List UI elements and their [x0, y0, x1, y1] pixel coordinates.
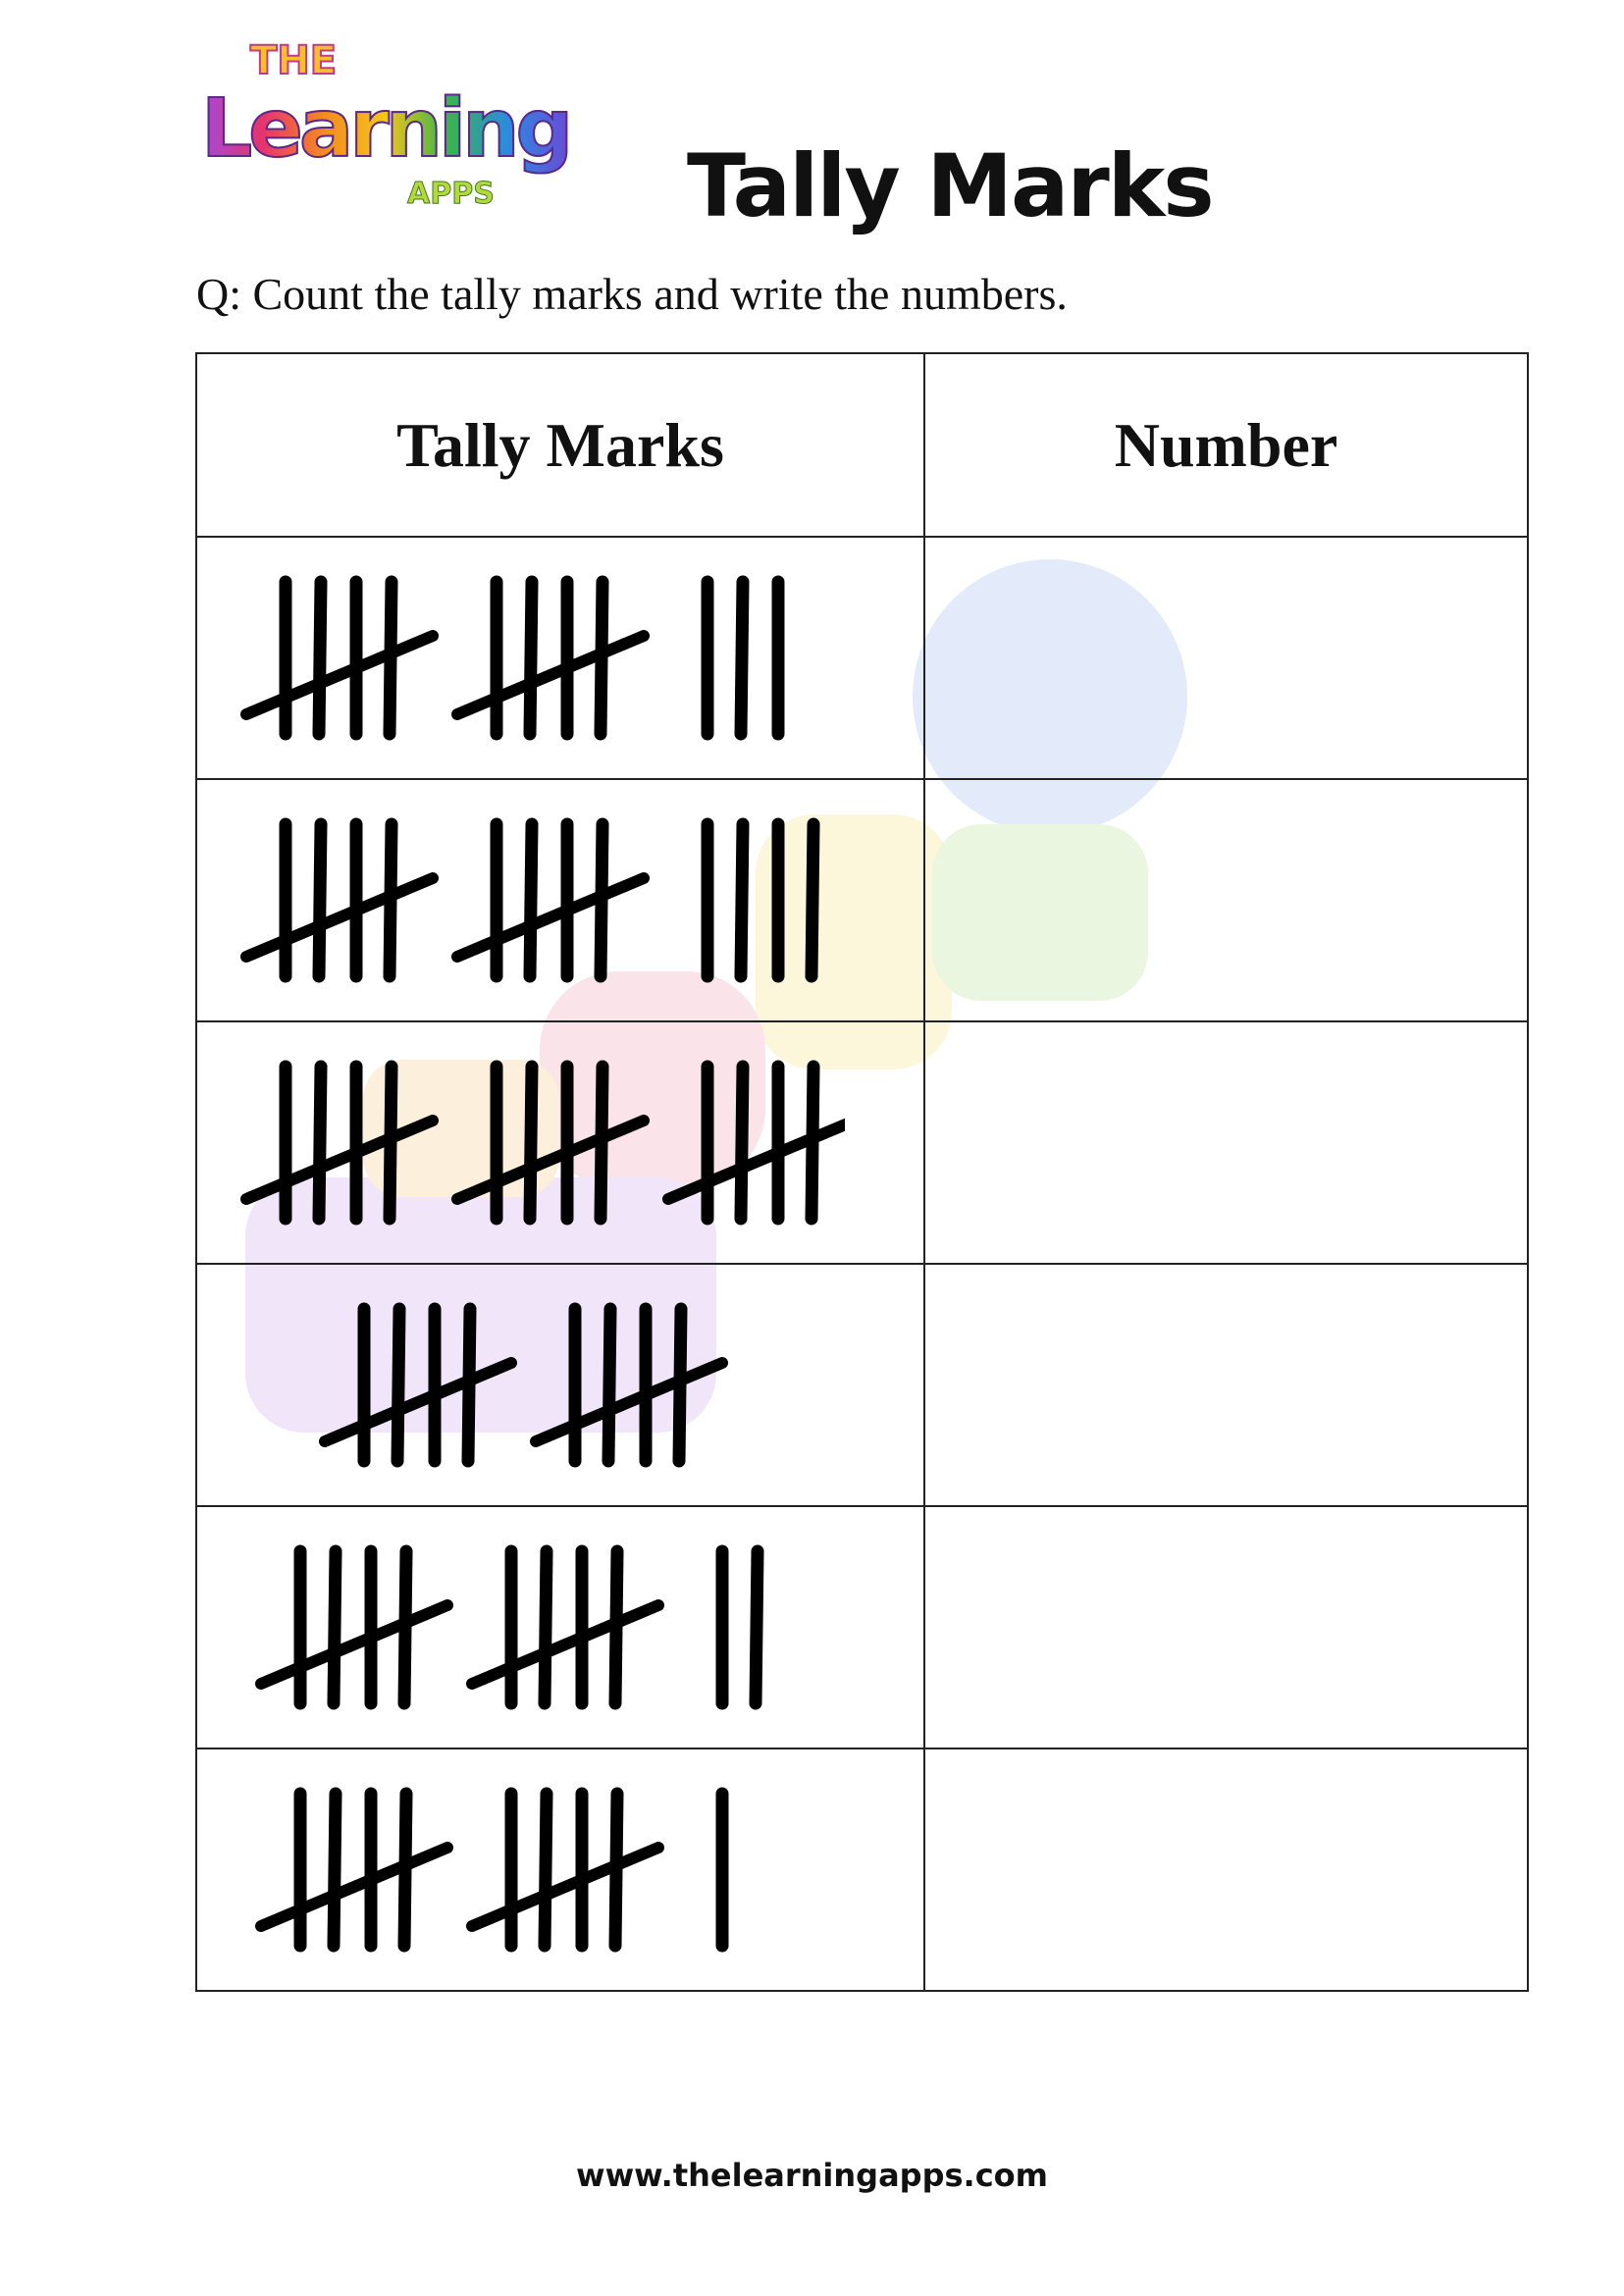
tally-stroke [734, 575, 750, 741]
table-row [195, 1748, 1529, 1992]
tally-cross-stroke [466, 1599, 664, 1690]
table-header-row: Tally Marks Number [195, 352, 1529, 538]
tally-stroke [805, 817, 820, 983]
tally-cell [195, 1748, 925, 1992]
tally-cross-stroke [240, 630, 439, 720]
tally-cell [195, 1263, 925, 1507]
tally-cross-stroke [451, 872, 650, 963]
table-row [195, 536, 1529, 780]
tally-marks [240, 1060, 861, 1226]
logo-learning: Learning [200, 81, 574, 177]
logo-apps: APPS [407, 177, 496, 212]
tally-cross-stroke [662, 1115, 861, 1205]
tally-stroke [312, 1060, 328, 1226]
number-answer-cell[interactable] [923, 1020, 1529, 1265]
tally-cell [195, 778, 925, 1022]
tally-stroke [523, 817, 539, 983]
tally-cross-stroke [530, 1357, 728, 1447]
tally-marks [255, 1787, 729, 1953]
tally-marks [255, 1544, 764, 1710]
footer-url: www.thelearningapps.com [576, 2157, 1048, 2194]
tally-stroke [734, 817, 750, 983]
tally-stroke [602, 1302, 617, 1468]
number-answer-cell[interactable] [923, 778, 1529, 1022]
tally-cross-stroke [255, 1842, 453, 1932]
tally-cross-stroke [240, 872, 439, 963]
tally-stroke [749, 1544, 764, 1710]
table-row [195, 1263, 1529, 1507]
tally-table: Tally Marks Number [195, 352, 1529, 1992]
tally-cell [195, 536, 925, 780]
tally-stroke [327, 1544, 342, 1710]
tally-cell [195, 1505, 925, 1749]
tally-cross-stroke [451, 1115, 650, 1205]
tally-cross-stroke [240, 1115, 439, 1205]
number-answer-cell[interactable] [923, 1505, 1529, 1749]
number-answer-cell[interactable] [923, 1263, 1529, 1507]
tally-stroke [391, 1302, 406, 1468]
number-answer-cell[interactable] [923, 1748, 1529, 1992]
tally-marks [240, 575, 785, 741]
tally-cross-stroke [319, 1357, 517, 1447]
table-row [195, 1020, 1529, 1265]
tally-stroke [312, 575, 328, 741]
tally-cross-stroke [466, 1842, 664, 1932]
table-row [195, 778, 1529, 1022]
tally-stroke [312, 817, 328, 983]
header-tally-marks: Tally Marks [195, 352, 925, 538]
header-number: Number [923, 352, 1529, 538]
logo: THE Learning APPS [200, 38, 653, 212]
tally-stroke [327, 1787, 342, 1953]
table-row [195, 1505, 1529, 1749]
tally-cross-stroke [451, 630, 650, 720]
tally-marks [240, 817, 820, 983]
number-answer-cell[interactable] [923, 536, 1529, 780]
page-title: Tally Marks [687, 135, 1215, 236]
tally-stroke [538, 1787, 553, 1953]
tally-marks [319, 1302, 728, 1468]
tally-cell [195, 1020, 925, 1265]
tally-stroke [538, 1544, 553, 1710]
tally-cross-stroke [255, 1599, 453, 1690]
logo-the: THE [249, 38, 338, 83]
tally-stroke [523, 1060, 539, 1226]
question-text: Q: Count the tally marks and write the n… [196, 269, 1068, 319]
tally-stroke [734, 1060, 750, 1226]
tally-stroke [523, 575, 539, 741]
